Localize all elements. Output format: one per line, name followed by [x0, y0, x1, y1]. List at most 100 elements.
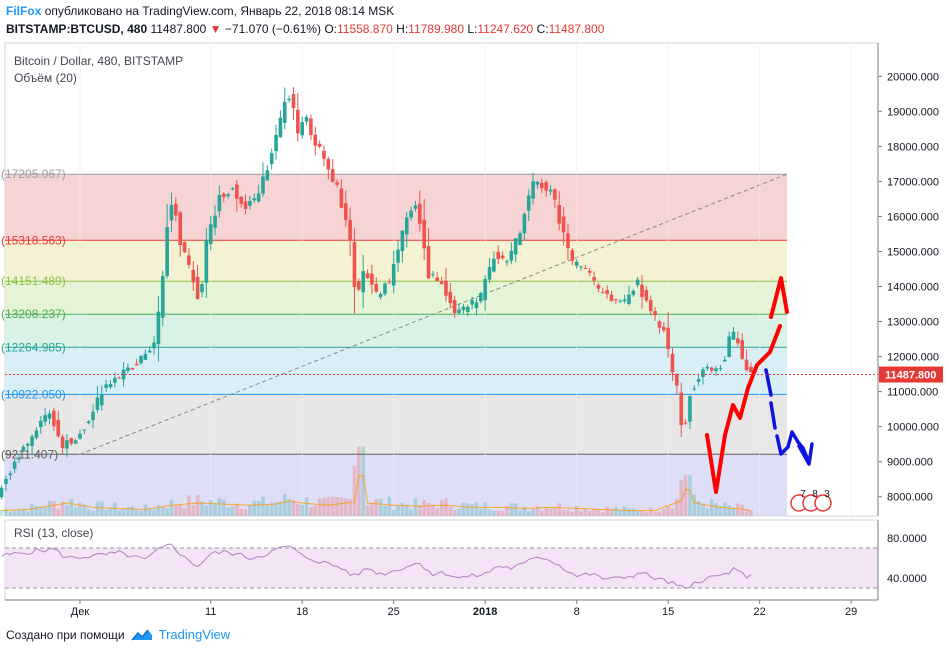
rsi-tick-label: 40.0000 — [887, 573, 927, 585]
volume-bar — [226, 507, 230, 516]
volume-bar — [160, 507, 165, 516]
volume-bar — [640, 510, 644, 516]
volume-bar — [147, 508, 152, 516]
time-tick-label: 18 — [296, 606, 308, 618]
tradingview-link[interactable]: TradingView — [158, 627, 231, 642]
candle-body — [387, 282, 392, 284]
price-chart[interactable]: (17205.067) (15318.563) (14151.489) (13208.… — [0, 40, 949, 622]
candle-body — [396, 249, 400, 263]
volume-bar — [648, 507, 653, 516]
volume-bar — [239, 508, 243, 516]
candle-body — [361, 271, 365, 293]
volume-bar — [692, 494, 697, 516]
volume-title: Объём (20) — [14, 71, 77, 85]
candle-body — [404, 217, 409, 235]
candle-body — [679, 392, 684, 426]
volume-bar — [574, 506, 579, 516]
event-badge-icon — [814, 494, 832, 512]
candle-body — [383, 283, 387, 295]
volume-bar — [317, 498, 322, 516]
volume-bar — [322, 498, 326, 516]
candle-body — [52, 410, 56, 427]
candle-body — [309, 118, 313, 135]
volume-bar — [544, 507, 548, 516]
volume-bar — [653, 512, 657, 516]
volume-bar — [587, 511, 592, 516]
volume-bar — [470, 504, 474, 516]
volume-bar — [143, 504, 148, 516]
candle-body — [540, 182, 544, 189]
symbol-label: BITSTAMP:BTCUSD, 480 — [6, 22, 148, 36]
candle-body — [657, 321, 662, 328]
candle-body — [413, 205, 418, 209]
volume-bar — [531, 508, 535, 516]
volume-bar — [500, 511, 505, 516]
candle-body — [343, 203, 348, 220]
volume-bar — [548, 508, 553, 516]
volume-bar — [291, 500, 296, 516]
candle-body — [644, 290, 649, 301]
candle-body — [487, 267, 492, 280]
volume-bar — [17, 509, 21, 516]
volume-bar — [444, 498, 448, 516]
candle-body — [226, 194, 230, 197]
price-tick-label: 18000.000 — [887, 141, 939, 153]
volume-bar — [631, 508, 636, 516]
volume-bar — [169, 499, 174, 516]
candle-body — [574, 261, 579, 266]
low-label: L: — [467, 22, 478, 36]
rsi-indicator: 40.0000 80.0000 — [1, 520, 927, 600]
volume-bar — [278, 501, 283, 516]
candle-body — [43, 415, 47, 422]
candles — [0, 87, 753, 500]
candle-body — [326, 158, 331, 170]
candle-body — [557, 205, 562, 224]
rsi-band — [5, 548, 878, 588]
fib-level-label: (10922.050) — [1, 387, 66, 401]
candle-body — [378, 294, 383, 298]
candle-body — [579, 266, 583, 268]
candle-body — [731, 331, 736, 340]
time-tick-label: 29 — [845, 606, 857, 618]
volume-bar — [404, 504, 409, 516]
high-label: H: — [396, 22, 409, 36]
volume-bar — [4, 509, 8, 516]
tradingview-logo-icon — [131, 629, 152, 640]
fib-retracement[interactable]: (17205.067) (15318.563) (14151.489) (13208.… — [1, 167, 788, 516]
price-axis[interactable]: 8000.000 9000.000 10000.000 11000.000 12000.… — [877, 43, 943, 516]
candle-body — [670, 353, 675, 373]
volume-bar — [52, 501, 56, 516]
price-tick-label: 8000.000 — [887, 492, 933, 504]
volume-bar — [400, 502, 405, 516]
candle-body — [317, 143, 322, 147]
volume-bar — [99, 501, 104, 516]
candle-body — [583, 268, 588, 270]
volume-bar — [387, 496, 392, 516]
volume-bar — [452, 510, 457, 516]
candle-body — [648, 300, 653, 312]
volume-bar — [8, 511, 13, 516]
last-price: 11487.800 — [150, 22, 207, 36]
candle-body — [195, 276, 200, 300]
candle-body — [370, 273, 374, 285]
volume-bar — [296, 503, 300, 516]
volume-bar — [104, 510, 108, 516]
candle-body — [30, 436, 34, 447]
candle-body — [265, 170, 270, 181]
time-axis[interactable]: Дек 11 18 25 2018 8 15 22 29 — [5, 599, 878, 618]
candle-body — [139, 355, 143, 364]
candle-body — [461, 306, 466, 311]
volume-bar — [126, 507, 130, 516]
candle-body — [627, 294, 631, 305]
volume-bar — [256, 500, 261, 516]
volume-bar — [47, 500, 52, 516]
volume-bar — [657, 511, 662, 516]
volume-bar — [448, 506, 453, 516]
candle-body — [169, 204, 174, 221]
candle-body — [418, 203, 422, 224]
candle-body — [448, 291, 453, 304]
candle-body — [374, 284, 379, 292]
author-link[interactable]: FilFox — [6, 4, 42, 18]
time-tick-label: 11 — [205, 606, 216, 618]
